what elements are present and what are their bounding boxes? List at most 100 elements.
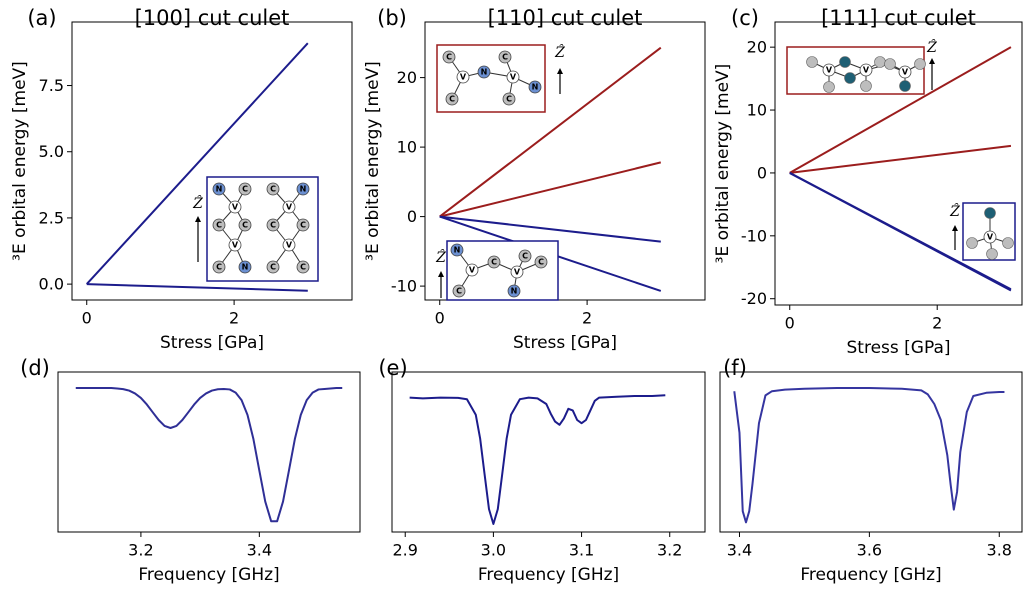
atom-label: C: [242, 221, 248, 230]
plot-frame: [424, 21, 706, 301]
x-tick-label: 3.0: [481, 541, 506, 560]
x-tick-label: 2.9: [392, 541, 417, 560]
atom-label: C: [506, 95, 512, 104]
y-tick-label: 0: [757, 163, 767, 182]
panel-label: (a): [27, 6, 56, 30]
z-arrow-head: [929, 58, 935, 64]
atom: [296, 260, 310, 274]
atom-label: C: [300, 221, 306, 230]
data-line: [86, 42, 309, 285]
y-axis-label: ³E orbital energy [meV]: [363, 61, 383, 261]
atom: [266, 218, 280, 232]
y-tick-label: 10: [397, 138, 417, 157]
atom: [487, 255, 501, 269]
z-arrow-head: [557, 68, 563, 74]
atom-label: C: [456, 287, 462, 296]
atom: [966, 237, 978, 249]
atom-label: C: [449, 95, 455, 104]
y-tick-label: 20: [397, 68, 417, 87]
atom: [296, 182, 310, 196]
x-axis-label: Stress [GPa]: [160, 333, 264, 353]
atom-label: V: [469, 266, 476, 275]
atom-label: N: [300, 185, 307, 194]
atom-label: N: [216, 185, 223, 194]
atom-label: V: [863, 66, 870, 75]
chart-title: [110] cut culet: [488, 6, 643, 30]
atom-label: C: [270, 185, 276, 194]
data-line: [789, 144, 1012, 174]
atom-label: N: [511, 287, 518, 296]
panel-label: (f): [723, 356, 747, 380]
z-axis-label: Ẑ: [435, 248, 446, 266]
atom: [228, 238, 242, 252]
atom: [898, 65, 912, 79]
panel-label: (d): [20, 356, 50, 380]
atom: [282, 238, 296, 252]
y-axis-label: ³E orbital energy [meV]: [713, 64, 733, 264]
x-tick-label: 2: [582, 309, 592, 328]
atom-label: N: [481, 68, 488, 77]
y-tick-label: -10: [391, 277, 417, 296]
x-tick-label: 3.1: [569, 541, 594, 560]
atom-label: V: [510, 73, 517, 82]
atom: [238, 218, 252, 232]
atom-label: V: [286, 203, 293, 212]
atom: [477, 65, 491, 79]
atom: [860, 80, 872, 92]
z-axis-label: Ẑ: [192, 194, 203, 212]
atom-label: V: [514, 268, 521, 277]
z-axis-label: Ẑ: [926, 38, 937, 56]
atom: [1002, 237, 1014, 249]
x-tick-label: 2: [229, 309, 239, 328]
z-arrow-head: [438, 271, 444, 277]
atom-label: C: [538, 258, 544, 267]
plot-frame: [391, 371, 706, 533]
atom: [839, 56, 851, 68]
atom: [266, 182, 280, 196]
x-tick-label: 0: [435, 309, 445, 328]
atom: [822, 63, 836, 77]
atom-label: V: [826, 66, 833, 75]
x-tick-label: 2: [932, 314, 942, 333]
atom-label: C: [300, 263, 306, 272]
atom: [899, 80, 911, 92]
atom: [212, 260, 226, 274]
y-tick-label: 5.0: [39, 142, 64, 161]
x-tick-label: 3.2: [128, 541, 153, 560]
chart-title: [111] cut culet: [821, 6, 976, 30]
data-line: [789, 46, 1012, 174]
atom: [465, 263, 479, 277]
data-line: [789, 172, 1012, 291]
atom: [212, 182, 226, 196]
atom: [452, 284, 466, 298]
atom-label: C: [270, 263, 276, 272]
x-axis-label: Stress [GPa]: [513, 333, 617, 353]
x-tick-label: 0: [785, 314, 795, 333]
atom-label: V: [902, 68, 909, 77]
data-line: [439, 46, 662, 218]
plot-frame: [719, 371, 1023, 533]
data-line: [86, 283, 308, 292]
y-tick-label: -20: [741, 289, 767, 308]
atom: [296, 218, 310, 232]
panel-label: (e): [378, 356, 407, 380]
atom-label: C: [446, 53, 452, 62]
y-tick-label: 20: [747, 38, 767, 57]
atom: [874, 56, 886, 68]
x-tick-label: 0: [82, 309, 92, 328]
plot-frame: [71, 21, 353, 301]
atom-label: V: [286, 241, 293, 250]
atom: [528, 80, 542, 94]
atom: [983, 230, 997, 244]
chart-title: [100] cut culet: [135, 6, 290, 30]
y-axis-label: ³E orbital energy [meV]: [10, 61, 30, 261]
atom: [266, 260, 280, 274]
panel-label: (c): [731, 6, 759, 30]
atom-label: V: [460, 73, 467, 82]
atom: [510, 265, 524, 279]
data-line: [439, 215, 661, 243]
